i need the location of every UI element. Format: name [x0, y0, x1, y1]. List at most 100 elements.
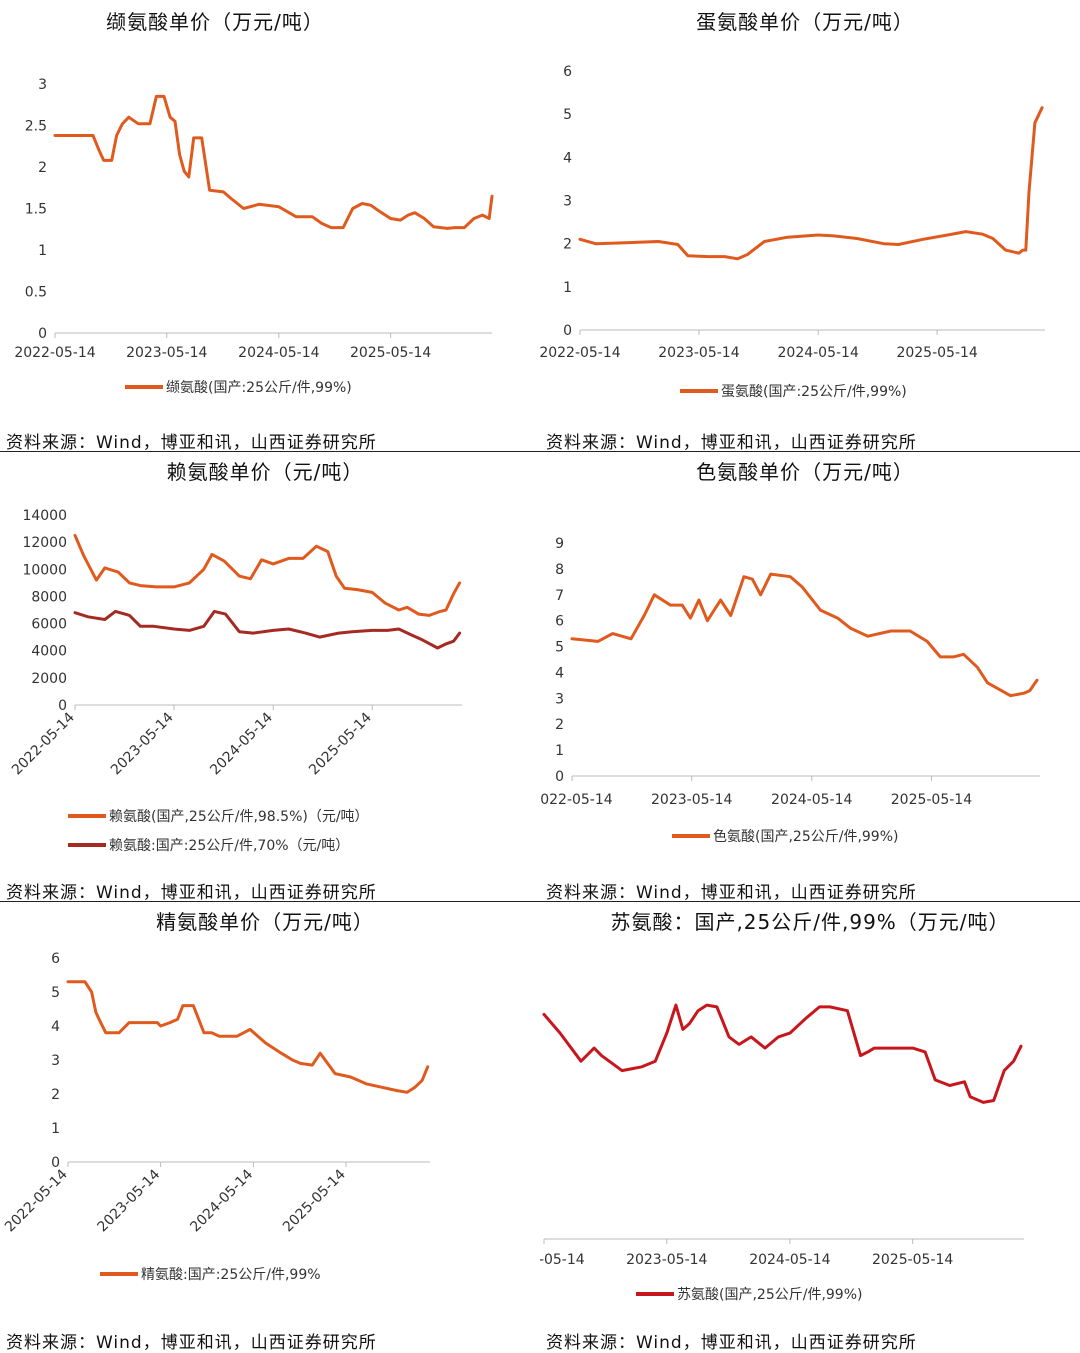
x-tick-label: 2023-05-14 [108, 709, 177, 778]
y-tick-label: 6 [51, 951, 60, 967]
legend: 赖氨酸(国产,25公斤/件,98.5%)（元/吨） [68, 806, 369, 826]
legend-label: 色氨酸(国产,25公斤/件,99%) [713, 829, 899, 845]
chart-svg: 0 0.5 1 1.5 2 2.5 3 2022-05-14 2023-05-14 2024-05… [14, 77, 494, 361]
series-line [578, 106, 1044, 261]
series-line [53, 94, 494, 230]
legend-label: 赖氨酸(国产,25公斤/件,98.5%)（元/吨） [109, 809, 369, 825]
y-tick-label: 3 [555, 691, 564, 707]
x-tick-label: 2023-05-14 [126, 345, 207, 361]
legend: 色氨酸(国产,25公斤/件,99%) [672, 826, 898, 846]
y-tick-label: 4 [563, 150, 572, 166]
y-tick-label: 8000 [31, 589, 67, 605]
legend-swatch [125, 385, 163, 389]
x-tick-label: 2024-05-14 [778, 345, 859, 361]
legend-label: 精氨酸:国产:25公斤/件,99% [141, 1267, 321, 1283]
y-tick-label: 0.5 [25, 285, 47, 301]
y-tick-label: 2000 [31, 671, 67, 687]
legend-swatch [68, 814, 106, 818]
legend-label: 赖氨酸:国产:25公斤/件,70%（元/吨） [109, 838, 350, 854]
y-tick-label: 1.5 [25, 202, 47, 218]
x-tick-label: 2022-05-14 [2, 1166, 71, 1235]
legend: 赖氨酸:国产:25公斤/件,70%（元/吨） [68, 835, 349, 855]
y-tick-label: 9 [555, 536, 564, 552]
chart-svg: 0 1 2 3 4 5 6 2022-05-14 2023-05-14 2024-05-14 202… [540, 64, 1045, 361]
series-line [570, 572, 1039, 698]
legend: 精氨酸:国产:25公斤/件,99% [100, 1264, 321, 1284]
y-tick-label: 5 [51, 985, 60, 1001]
y-tick-label: 6 [563, 64, 572, 80]
chart-svg: 0 2000 4000 6000 8000 10000 12000 14000 2022-05-… [9, 508, 462, 778]
y-tick-label: 3 [51, 1053, 60, 1069]
x-tick-label: 2024-05-14 [238, 345, 319, 361]
legend-label: 苏氨酸(国产,25公斤/件,99%) [677, 1287, 863, 1303]
y-tick-label: 2.5 [25, 119, 47, 135]
panel-valine: 缬氨酸单价（万元/吨） 0 0.5 1 1.5 2 2.5 3 2022-05-14 2023-… [0, 0, 540, 453]
x-tick-label: 2025-05-14 [280, 1166, 349, 1235]
x-tick-label: 2023-05-14 [95, 1166, 164, 1235]
y-tick-label: 4000 [31, 644, 67, 660]
y-tick-label: 0 [563, 323, 572, 339]
y-tick-label: 3 [563, 194, 572, 210]
y-tick-label: 1 [51, 1121, 60, 1137]
x-tick-label: 2023-05-14 [658, 345, 739, 361]
y-tick-label: 1 [555, 743, 564, 759]
y-tick-label: 0 [38, 326, 47, 342]
y-tick-label: 4 [51, 1019, 60, 1035]
legend: 蛋氨酸(国产:25公斤/件,99%) [680, 381, 907, 401]
y-tick-label: 6 [555, 614, 564, 630]
y-tick-label: 2 [38, 160, 47, 176]
panel-threonine: 苏氨酸：国产,25公斤/件,99%（万元/吨） 00.20.40.60.811.… [540, 902, 1080, 1353]
y-tick-label: 5 [555, 640, 564, 656]
y-tick-label: 8 [555, 562, 564, 578]
x-tick-label: 2022-05-14 [540, 345, 621, 361]
chart-svg: 0 1 2 3 4 5 6 2022-05-14 2023-05-14 2024-05-14 202… [2, 951, 430, 1235]
source-note: 资料来源：Wind，博亚和讯，山西证券研究所 [6, 1333, 377, 1353]
chart-title: 赖氨酸单价（元/吨） [166, 460, 364, 484]
panel-arginine: 精氨酸单价（万元/吨） 0 1 2 3 4 5 6 2022-05-14 2023-05-14 2… [0, 902, 540, 1353]
x-tick-label: 2025-05-14 [891, 792, 972, 808]
x-tick-label: 2022-05-14 [14, 345, 95, 361]
panel-methionine: 蛋氨酸单价（万元/吨） 0 1 2 3 4 5 6 2022-05-14 2023-05-14 2… [540, 0, 1080, 453]
legend-swatch [672, 834, 710, 838]
panel-lysine: 赖氨酸单价（元/吨） 0 2000 4000 6000 8000 10000 12000 14… [0, 452, 540, 903]
y-tick-label: 0 [51, 1155, 60, 1171]
y-tick-label: 12000 [22, 535, 67, 551]
series-line [66, 980, 430, 1094]
panel-tryptophan: 色氨酸单价（万元/吨） 0 1 2 3 4 5 6 7 8 9 2022-05-14 2023-05-… [540, 452, 1080, 903]
legend-label: 缬氨酸(国产:25公斤/件,99%) [166, 380, 352, 396]
x-tick-label: 2022-05-14 [540, 792, 613, 808]
y-tick-label: 5 [563, 107, 572, 123]
series-line [73, 533, 462, 617]
y-tick-label: 2 [51, 1087, 60, 1103]
x-tick-label: 2022-05-14 [9, 709, 78, 778]
chart-title: 蛋氨酸单价（万元/吨） [696, 10, 914, 34]
x-tick-label: 2023-05-14 [626, 1252, 707, 1268]
chart-title: 精氨酸单价（万元/吨） [156, 910, 374, 934]
legend-label: 蛋氨酸(国产:25公斤/件,99%) [721, 384, 907, 400]
legend: 苏氨酸(国产,25公斤/件,99%) [636, 1284, 862, 1304]
source-note: 资料来源：Wind，博亚和讯，山西证券研究所 [6, 433, 377, 453]
series-line [542, 1003, 1023, 1104]
y-tick-label: 6000 [31, 617, 67, 633]
series-line [73, 609, 462, 650]
chart-title: 色氨酸单价（万元/吨） [696, 460, 914, 484]
chart-svg: 00.20.40.60.811.21.42022-05-142023-05-14… [540, 1003, 1024, 1268]
source-note: 资料来源：Wind，博亚和讯，山西证券研究所 [6, 883, 377, 903]
y-tick-label: 0 [555, 769, 564, 785]
y-tick-label: 1 [563, 280, 572, 296]
legend-swatch [636, 1292, 674, 1296]
y-tick-label: 1 [38, 243, 47, 259]
x-tick-label: 2025-05-14 [306, 709, 375, 778]
x-tick-label: 2023-05-14 [651, 792, 732, 808]
x-tick-label: 2024-05-14 [187, 1166, 256, 1235]
legend-swatch [100, 1272, 138, 1276]
y-tick-label: 10000 [22, 562, 67, 578]
chart-title: 苏氨酸：国产,25公斤/件,99%（万元/吨） [610, 910, 1010, 934]
y-tick-label: 7 [555, 588, 564, 604]
y-tick-label: 14000 [22, 508, 67, 524]
legend: 缬氨酸(国产:25公斤/件,99%) [125, 377, 352, 397]
y-tick-label: 2 [555, 717, 564, 733]
source-note: 资料来源：Wind，博亚和讯，山西证券研究所 [546, 433, 917, 453]
source-note: 资料来源：Wind，博亚和讯，山西证券研究所 [546, 883, 917, 903]
x-tick-label: 2025-05-14 [896, 345, 977, 361]
